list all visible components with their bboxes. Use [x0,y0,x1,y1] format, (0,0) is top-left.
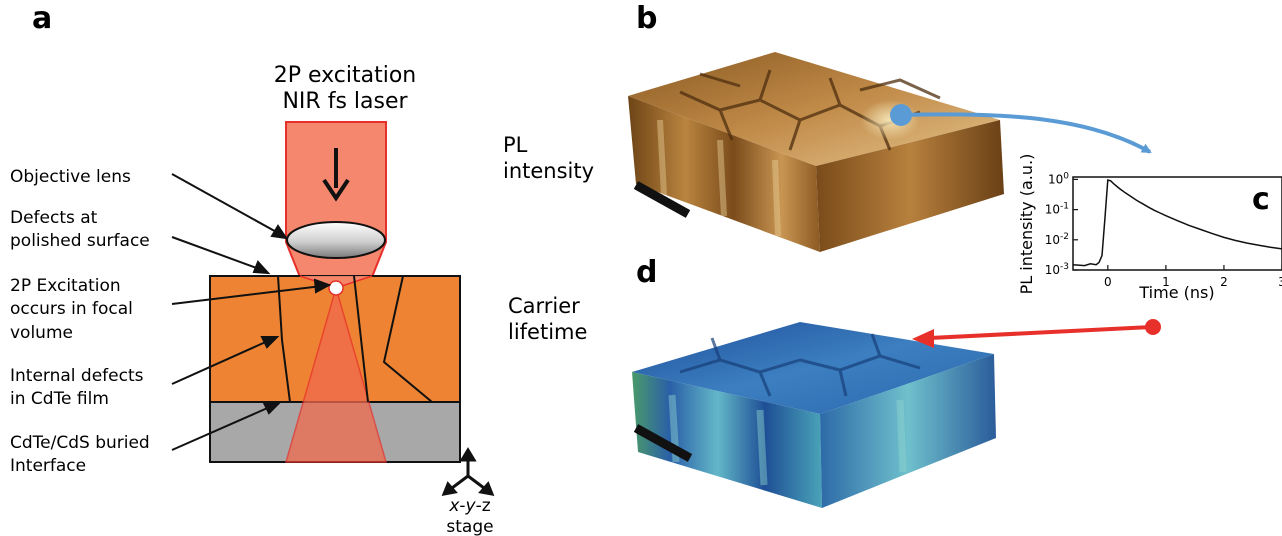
pl-pointer-arrow [900,112,1152,154]
pointer-arrows [171,173,332,451]
label-defects-line2: polished surface [10,231,150,251]
carrier-lifetime-volume [632,322,996,508]
stage-label-line2: stage [446,517,493,536]
label-interface-line2: Interface [10,456,86,476]
chart-xlabel: Time (ns) [1138,283,1214,302]
label-2p-line1: 2P Excitation [10,276,121,296]
y-tick-label: 10-2 [1045,232,1069,247]
scale-bar-d [633,424,693,462]
objective-lens-icon [286,221,386,259]
y-tick-label: 10-3 [1045,262,1069,277]
decay-series-line [1072,179,1282,267]
internal-defect-lines [277,275,433,403]
y-tick-label: 100 [1048,171,1069,186]
x-tick-label: 3 [1278,275,1282,289]
label-internal-line2: in CdTe film [10,389,109,409]
pl-intensity-volume [628,52,1004,252]
decay-chart: 0 1 2 3 10-3 10-2 10-1 100 c Time (ns) PL inten… [1017,154,1282,302]
lifetime-pointer-head [912,329,934,348]
panel-label-c: c [1252,182,1270,217]
carrier-lifetime-line2: lifetime [508,320,587,344]
y-tick-label: 10-1 [1045,202,1069,217]
x-tick-label: 0 [1104,275,1112,289]
label-internal-line1: Internal defects [10,366,144,386]
label-defects-line1: Defects at [10,208,98,228]
x-tick-label: 2 [1220,275,1228,289]
label-interface-line1: CdTe/CdS buried [10,433,150,453]
chart-ylabel: PL intensity (a.u.) [1017,154,1036,295]
pl-intensity-line1: PL [503,133,528,157]
laser-beam-lower [285,285,387,463]
panel-label-b: b [636,1,657,36]
scale-bar-b [633,181,691,218]
x-tick-label: 1 [1162,275,1170,289]
chart-plot-area [1072,176,1282,271]
label-2p-line3: volume [10,323,73,343]
focal-volume-dot [328,280,344,296]
carrier-lifetime-line1: Carrier [508,294,580,318]
panel-label-a: a [32,1,52,36]
lifetime-source-point [1145,319,1161,335]
label-objective-lens: Objective lens [10,167,131,187]
stage-label-line1: x-y-z [448,496,490,516]
pl-intensity-line2: intensity [503,159,594,183]
laser-direction-arrow [322,148,350,202]
panel-label-d: d [636,255,657,290]
excitation-title-line2: NIR fs laser [282,89,408,114]
label-2p-line2: occurs in focal [10,299,133,319]
lifetime-pointer-line [929,325,1153,340]
excitation-title-line1: 2P excitation [274,63,417,88]
xyz-stage-icon [441,447,495,496]
